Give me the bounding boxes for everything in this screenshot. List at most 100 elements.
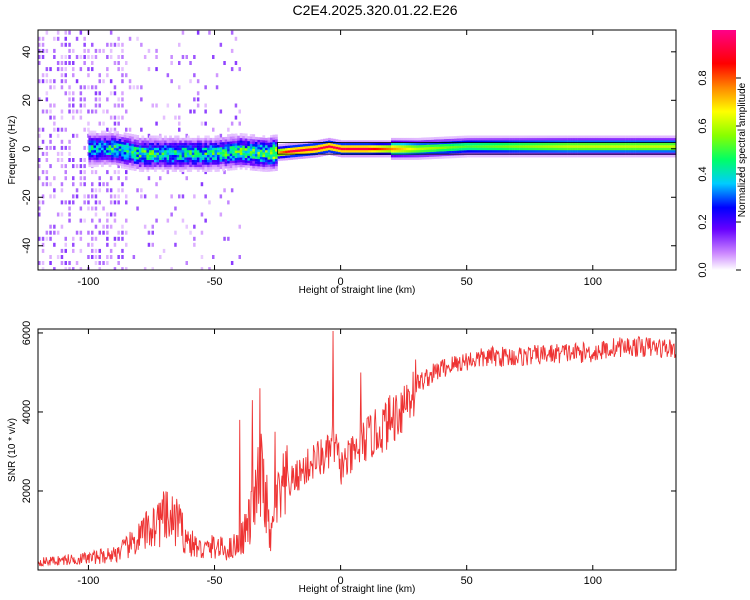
- heatmap-cell: [549, 137, 553, 141]
- heatmap-cell: [38, 36, 41, 41]
- heatmap-cell: [87, 194, 90, 199]
- heatmap-cell: [200, 121, 204, 126]
- heatmap-cell: [60, 188, 64, 193]
- heatmap-cell: [41, 170, 45, 175]
- heatmap-cell: [91, 133, 94, 136]
- heatmap-cell: [118, 153, 122, 156]
- heatmap-cell: [292, 152, 296, 155]
- heatmap-cell: [141, 135, 145, 139]
- heatmap-cell: [547, 142, 551, 146]
- heatmap-cell: [466, 137, 470, 141]
- heatmap-cell: [113, 157, 117, 160]
- heatmap-cell: [277, 151, 281, 154]
- heatmap-cell: [176, 159, 180, 163]
- heatmap-cell: [613, 147, 616, 151]
- heatmap-cell: [121, 248, 124, 253]
- heatmap-cell: [522, 152, 525, 155]
- heatmap-cell: [53, 224, 56, 229]
- heatmap-cell: [146, 152, 150, 155]
- heatmap-cell: [305, 151, 309, 154]
- heatmap-cell: [360, 150, 364, 153]
- heatmap-cell: [441, 146, 445, 149]
- heatmap-cell: [479, 135, 483, 139]
- heatmap-cell: [565, 154, 568, 158]
- heatmap-cell: [143, 137, 147, 141]
- heatmap-cell: [386, 147, 389, 151]
- heatmap-cell: [101, 159, 104, 163]
- heatmap-cell: [486, 150, 490, 153]
- heatmap-cell: [143, 267, 147, 270]
- heatmap-cell: [75, 261, 79, 265]
- heatmap-cell: [209, 150, 213, 153]
- heatmap-cell: [272, 163, 276, 167]
- heatmap-cell: [640, 154, 644, 158]
- heatmap-cell: [625, 154, 629, 158]
- heatmap-cell: [227, 153, 230, 157]
- heatmap-cell: [650, 150, 654, 153]
- colorbar-tick-label: 0.0: [697, 262, 709, 277]
- heatmap-cell: [181, 154, 185, 158]
- heatmap-cell: [650, 137, 654, 141]
- heatmap-cell: [196, 137, 200, 141]
- heatmap-cell: [388, 145, 392, 148]
- heatmap-cell: [156, 154, 160, 158]
- heatmap-cell: [237, 157, 240, 161]
- heatmap-cell: [109, 255, 113, 259]
- heatmap-cell: [151, 140, 155, 143]
- heatmap-cell: [136, 36, 139, 41]
- heatmap-cell: [259, 156, 263, 160]
- heatmap-cell: [83, 103, 86, 108]
- heatmap-cell: [275, 158, 278, 162]
- heatmap-cell: [451, 138, 455, 142]
- heatmap-cell: [116, 160, 119, 163]
- heatmap-cell: [87, 127, 90, 132]
- y-tick-label: 4000: [21, 400, 33, 424]
- heatmap-cell: [191, 150, 195, 153]
- heatmap-cell: [208, 267, 211, 270]
- heatmap-cell: [365, 145, 369, 148]
- heatmap-cell: [625, 147, 629, 151]
- heatmap-cell: [259, 147, 263, 150]
- heatmap-cell: [512, 135, 515, 139]
- heatmap-cell: [91, 142, 94, 146]
- heatmap-cell: [123, 154, 127, 157]
- heatmap-cell: [633, 135, 636, 139]
- heatmap-cell: [38, 48, 41, 53]
- heatmap-cell: [673, 142, 676, 146]
- heatmap-cell: [401, 140, 404, 143]
- heatmap-cell: [454, 150, 457, 154]
- heatmap-cell: [544, 137, 548, 141]
- heatmap-cell: [93, 157, 97, 160]
- heatmap-cell: [549, 142, 553, 146]
- heatmap-cell: [625, 137, 629, 141]
- heatmap-cell: [238, 67, 241, 72]
- heatmap-cell: [143, 162, 147, 165]
- heatmap-cell: [519, 154, 523, 158]
- heatmap-cell: [96, 164, 99, 168]
- heatmap-cell: [272, 149, 276, 152]
- heatmap-cell: [201, 140, 205, 143]
- heatmap-cell: [189, 109, 192, 114]
- heatmap-cell: [295, 147, 298, 150]
- heatmap-cell: [350, 152, 354, 155]
- heatmap-cell: [72, 103, 75, 108]
- heatmap-cell: [109, 30, 113, 35]
- heatmap-cell: [605, 145, 609, 148]
- heatmap-cell: [125, 109, 128, 114]
- heatmap-cell: [597, 154, 601, 158]
- heatmap-cell: [310, 155, 314, 158]
- heatmap-cell: [570, 147, 573, 151]
- heatmap-cell: [146, 147, 150, 151]
- heatmap-cell: [68, 85, 71, 90]
- heatmap-cell: [230, 67, 234, 72]
- heatmap-cell: [560, 150, 563, 153]
- heatmap-cell: [171, 162, 175, 165]
- heatmap-cell: [94, 55, 98, 59]
- heatmap-cell: [118, 138, 122, 142]
- heatmap-cell: [542, 147, 546, 151]
- heatmap-cell: [257, 166, 261, 169]
- heatmap-cell: [416, 150, 420, 153]
- heatmap-cell: [507, 135, 510, 139]
- heatmap-cell: [193, 194, 196, 199]
- heatmap-cell: [491, 150, 495, 153]
